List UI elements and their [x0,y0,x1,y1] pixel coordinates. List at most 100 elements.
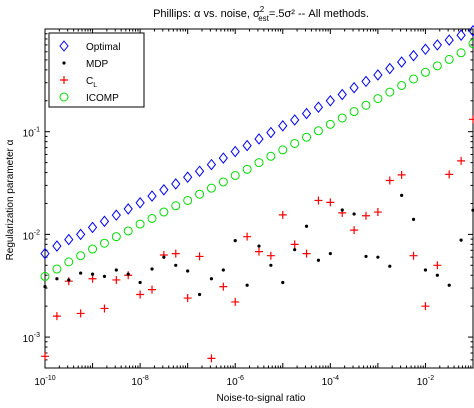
data-point-icomp [206,183,216,193]
title-suffix: =.5σ² -- All methods. [269,8,369,20]
data-point-mdp [162,255,166,259]
data-point-mdp [114,268,118,272]
data-point-c [112,275,121,284]
title-middle: vs. noise, [200,8,253,20]
data-point-mdp [233,239,237,243]
data-point-c [41,352,49,361]
y-tick-label: 10-2 [23,229,40,242]
data-point-icomp [397,80,407,90]
title-superscript: 2 [260,5,265,14]
legend-label-optimal: Optimal [86,42,120,53]
series-optimal [40,25,474,260]
data-point-icomp [325,119,335,129]
data-point-icomp [147,213,157,223]
data-point-icomp [444,54,454,64]
plot-area [44,28,474,369]
series-c [41,115,474,363]
data-point-mdp [67,278,71,282]
title-prefix: Phillips: [153,8,194,20]
data-point-c [243,232,252,241]
data-point-optimal [230,145,240,158]
data-point-mdp [352,212,356,216]
data-point-c [266,251,275,260]
data-point-icomp [64,257,74,267]
data-point-c [385,176,394,185]
data-point-c [76,309,85,318]
data-point-icomp [52,264,62,274]
x-tick-label: 10-6 [227,375,244,388]
data-point-optimal [123,203,133,215]
data-point-optimal [64,233,74,246]
data-point-optimal [325,94,335,107]
data-point-c [373,208,382,217]
data-point-mdp [376,255,380,259]
x-tick-label: 10-4 [322,375,339,388]
data-point-optimal [40,247,50,260]
data-point-optimal [159,183,169,196]
data-point-mdp [209,277,214,281]
series-mdp [43,193,474,297]
chart-title: Phillips: α vs. noise, σ2 est=.5σ² -- All… [153,5,369,23]
data-point-icomp [266,151,276,161]
data-point-mdp [245,283,249,287]
data-point-mdp [197,292,202,297]
data-point-optimal [135,197,145,209]
data-point-c [195,252,204,261]
data-point-mdp [388,264,392,268]
data-point-optimal [87,221,98,234]
data-point-icomp [159,207,169,217]
data-point-mdp [174,263,178,267]
data-point-icomp [40,271,50,281]
data-point-icomp [337,113,347,123]
data-point-optimal [171,178,181,190]
series-icomp [40,39,474,281]
data-point-mdp [257,244,261,248]
legend-marker-optimal [59,40,69,52]
data-point-optimal [111,209,121,221]
data-point-c [219,282,228,291]
data-point-c [397,170,406,179]
data-point-optimal [385,62,395,75]
legend-label-c: CL [86,76,97,89]
x-axis-label: Noise-to-signal ratio [217,393,306,404]
y-tick-label: 10-1 [23,127,40,140]
data-point-icomp [290,138,300,148]
title-alpha: α [194,8,201,20]
legend-marker-mdp [62,61,66,65]
data-point-optimal [242,139,252,152]
data-point-c [231,297,240,306]
data-point-icomp [361,100,371,110]
data-point-c [100,304,109,313]
data-point-optimal [206,158,217,171]
data-point-icomp [456,48,466,58]
data-point-icomp [76,251,86,261]
data-point-icomp [420,67,430,77]
data-point-optimal [373,69,383,81]
data-point-optimal [52,240,62,252]
data-point-optimal [301,107,312,120]
data-point-mdp [447,283,451,287]
x-tick-label: 10-10 [34,375,55,388]
data-point-optimal [397,56,407,68]
data-point-icomp [278,145,288,155]
data-point-icomp [242,164,252,174]
data-point-c [445,170,454,179]
data-point-mdp [150,267,154,271]
data-point-optimal [76,228,86,241]
data-point-mdp [281,280,285,285]
data-point-mdp [186,269,190,273]
data-point-c [350,226,359,235]
data-point-icomp [468,39,474,49]
data-point-c [290,240,299,249]
data-point-mdp [459,238,463,242]
data-point-icomp [195,189,205,199]
data-point-icomp [385,87,395,97]
data-point-c [314,196,323,205]
data-point-icomp [302,132,312,142]
data-point-c [183,294,192,303]
x-tick-label: 10-8 [131,375,148,388]
x-tick-label: 10-2 [417,375,434,388]
data-point-optimal [361,75,371,88]
data-point-optimal [183,171,193,183]
data-point-icomp [171,201,181,211]
